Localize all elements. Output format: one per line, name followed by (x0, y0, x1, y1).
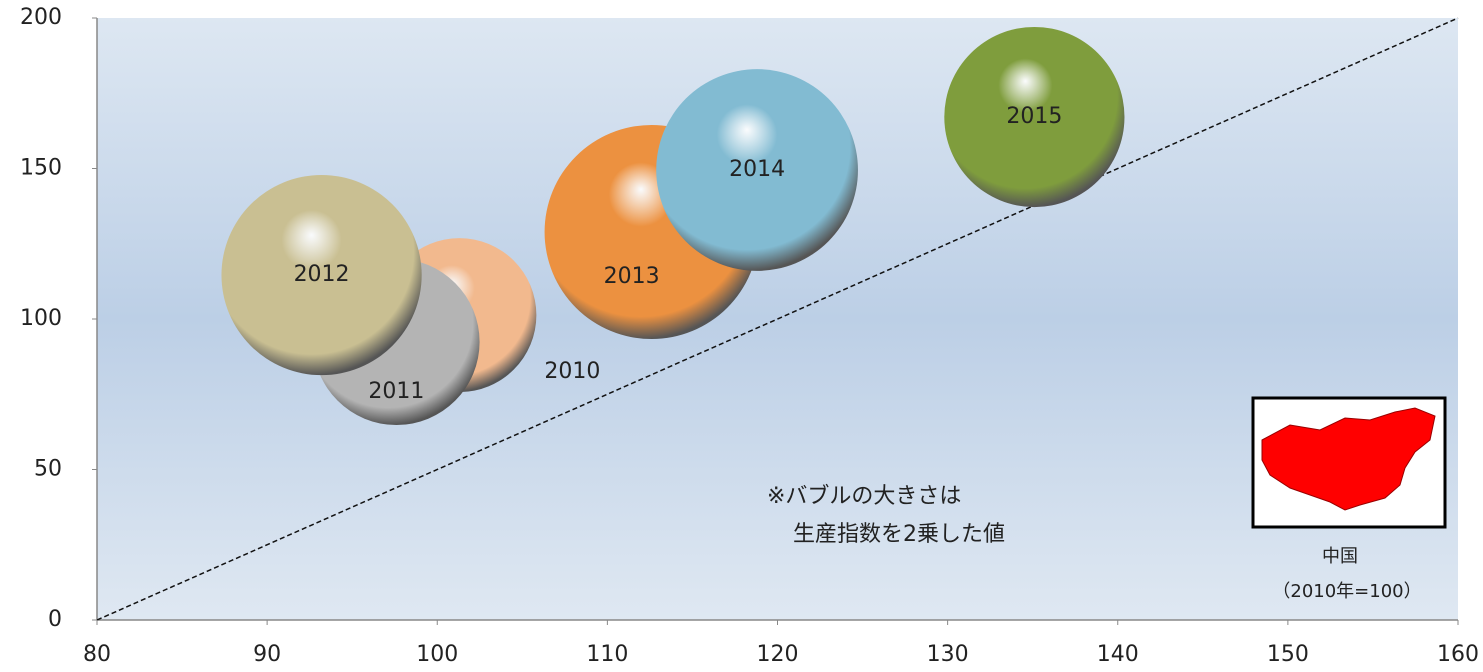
reference-line (96, 17, 1459, 621)
bubble (944, 26, 1125, 208)
bubble-label: 2011 (368, 379, 424, 404)
x-tick-label: 100 (416, 642, 458, 667)
y-tick-label: 100 (20, 306, 62, 331)
annotation: ※バブルの大きさは (767, 484, 961, 509)
map-inset (1251, 396, 1447, 529)
x-tick-label: 110 (586, 642, 628, 667)
y-tick-label: 150 (20, 156, 62, 181)
bubble-label: 2015 (1006, 104, 1062, 129)
y-tick-label: 50 (34, 457, 62, 482)
x-tick-label: 80 (83, 642, 111, 667)
x-tick-label: 140 (1097, 642, 1139, 667)
map-caption: 中国 (1322, 546, 1358, 567)
x-tick-label: 160 (1437, 642, 1479, 667)
bubble (221, 174, 422, 376)
annotation: 生産指数を2乗した値 (793, 522, 1005, 547)
bubble-label: 2014 (729, 157, 785, 182)
bubble-label: 2013 (604, 264, 660, 289)
x-tick-label: 90 (253, 642, 281, 667)
map-shape (1261, 407, 1436, 511)
x-tick-label: 130 (927, 642, 969, 667)
bubbles: 2010 2011 2012 2013 2014 2015 (221, 26, 1125, 426)
map-caption: （2010年=100） (1272, 581, 1421, 602)
bubble-label: 2010 (544, 359, 600, 384)
x-tick-label: 120 (757, 642, 799, 667)
y-tick-label: 200 (20, 5, 62, 30)
bubble (656, 69, 858, 271)
y-tick-label: 0 (48, 607, 62, 632)
bubble-label: 2012 (294, 262, 350, 287)
x-tick-label: 150 (1267, 642, 1309, 667)
